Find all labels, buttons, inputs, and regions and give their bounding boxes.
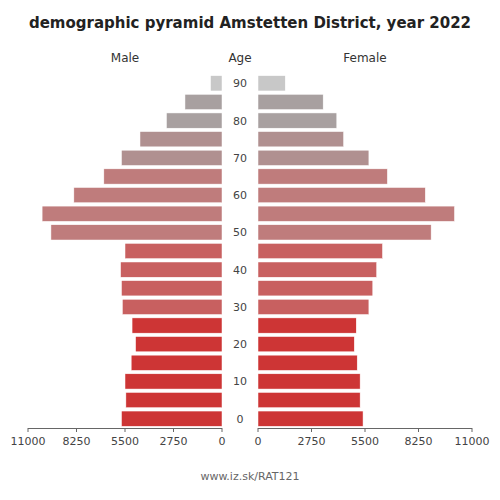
footnote: www.iz.sk/RAT121 (200, 470, 299, 483)
y-tick-label: 10 (233, 375, 247, 388)
y-tick-label: 0 (237, 413, 244, 426)
bar (122, 299, 222, 314)
x-tick-label: 8250 (405, 435, 433, 448)
bar (211, 76, 222, 91)
bar (125, 243, 222, 258)
chart: demographic pyramid Amstetten District, … (0, 0, 500, 500)
x-tick (125, 428, 126, 432)
bar (121, 281, 222, 296)
y-tick-label: 40 (233, 264, 247, 277)
x-tick-label: 2750 (298, 435, 326, 448)
bars (42, 76, 222, 427)
y-tick-label: 60 (233, 189, 247, 202)
bar (258, 225, 431, 240)
bar (258, 187, 425, 202)
bar (258, 281, 373, 296)
y-tick-label: 70 (233, 152, 247, 165)
bar (121, 262, 222, 277)
y-tick-label: 90 (233, 77, 247, 90)
bar (258, 392, 360, 407)
axis-label: Age (228, 51, 251, 65)
bar (166, 113, 222, 128)
bar (258, 94, 323, 109)
bar (258, 337, 354, 352)
bar (104, 169, 222, 184)
x-tick (418, 428, 419, 432)
x-tick (258, 428, 259, 432)
x-tick (365, 428, 366, 432)
x-tick (311, 428, 312, 432)
bar (258, 113, 337, 128)
x-tick (472, 428, 473, 432)
x-tick-label: 5500 (111, 435, 139, 448)
bar (258, 355, 357, 370)
bars (258, 76, 454, 427)
y-tick-label: 50 (233, 226, 247, 239)
bar (258, 318, 356, 333)
bar (74, 187, 222, 202)
bar (136, 337, 222, 352)
bar (258, 76, 285, 91)
bar (258, 243, 383, 258)
bar (185, 94, 222, 109)
y-tick-label: 20 (233, 338, 247, 351)
bar (132, 318, 222, 333)
x-tick-label: 5500 (351, 435, 379, 448)
bar (121, 150, 222, 165)
panel-header: Male (111, 51, 139, 65)
x-tick (222, 428, 223, 432)
x-tick-label: 0 (219, 435, 226, 448)
x-tick-label: 11000 (455, 435, 490, 448)
bar (51, 225, 222, 240)
y-tick-label: 80 (233, 115, 247, 128)
bar (125, 374, 222, 389)
y-tick-label: 30 (233, 301, 247, 314)
x-tick-label: 11000 (11, 435, 46, 448)
x-tick (76, 428, 77, 432)
panel-header: Female (343, 51, 386, 65)
x-tick-label: 0 (255, 435, 262, 448)
bar (258, 206, 454, 221)
bar (140, 132, 222, 147)
bar (258, 262, 377, 277)
bar (258, 299, 369, 314)
x-tick (28, 428, 29, 432)
bar (42, 206, 222, 221)
bar (258, 374, 360, 389)
bar (126, 392, 222, 407)
bar (258, 132, 344, 147)
x-tick-label: 2750 (160, 435, 188, 448)
bar (131, 355, 222, 370)
x-tick-label: 8250 (63, 435, 91, 448)
x-tick (173, 428, 174, 432)
bar (258, 411, 363, 426)
bar (258, 150, 369, 165)
bar (121, 411, 222, 426)
bar (258, 169, 387, 184)
title: demographic pyramid Amstetten District, … (29, 14, 471, 32)
